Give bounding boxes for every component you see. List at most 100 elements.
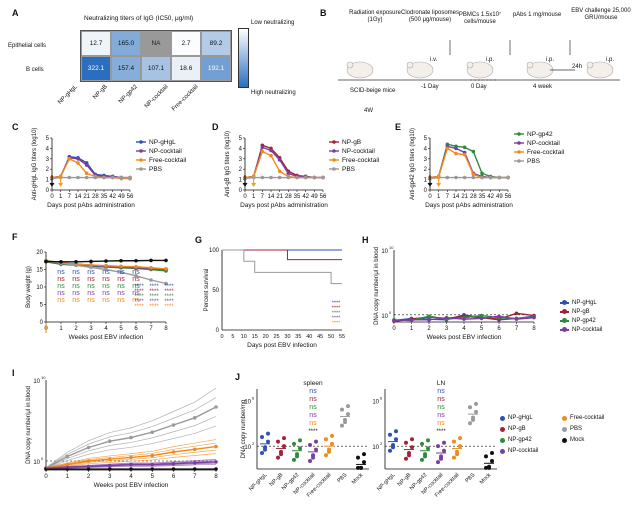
- data-point: [149, 258, 153, 263]
- individual-trace: [45, 449, 217, 469]
- scatter-point: [468, 421, 472, 426]
- scatter-point: [327, 449, 331, 454]
- scatter-point: [439, 456, 443, 461]
- scatter-point: [410, 437, 414, 442]
- panel-label-i: I: [12, 368, 15, 378]
- data-point: [44, 259, 48, 264]
- individual-trace: [45, 463, 217, 470]
- significance-label: ns: [57, 290, 65, 297]
- x-tick-label: Mock: [479, 472, 493, 486]
- significance-label: ns: [132, 269, 140, 276]
- legend-label: NP-cocktail: [508, 448, 539, 454]
- data-point: [479, 313, 484, 318]
- data-point: [119, 258, 123, 263]
- x-tick-label: 7: [149, 326, 153, 332]
- legend-label: NP-gB: [572, 309, 590, 315]
- data-point: [321, 175, 325, 180]
- heatmap-row-label-bcells: B cells: [26, 67, 44, 73]
- step-pbmc: PBMCs 1.5x10⁷ cells/mouse: [458, 12, 502, 26]
- x-axis-label: Days post pAbs administration: [240, 202, 328, 209]
- significance-label: ns: [102, 297, 110, 304]
- significance-label: ****: [134, 299, 144, 305]
- significance-label: ****: [149, 289, 159, 295]
- panel-label-g: G: [195, 235, 203, 245]
- x-tick-label: 28: [92, 194, 99, 200]
- x-tick-label: 50: [328, 334, 334, 340]
- significance-label: ****: [134, 284, 144, 290]
- scatter-point: [388, 432, 392, 437]
- y-tick-label: 10: [381, 314, 388, 320]
- significance-label: ns: [57, 283, 65, 290]
- legend-label: NP-cocktail: [342, 148, 375, 155]
- legend-swatch: [560, 309, 569, 314]
- data-point: [134, 274, 138, 278]
- scatter-point: [452, 455, 456, 460]
- x-tick-label: 7: [193, 474, 197, 480]
- y-tick-label: 0: [239, 188, 243, 194]
- data-point: [445, 175, 450, 180]
- legend-item: NP-gB: [560, 309, 590, 315]
- data-point: [444, 315, 449, 320]
- x-tick-label: 20: [263, 334, 269, 340]
- significance-label: ns: [132, 276, 140, 283]
- scatter-point: [356, 455, 360, 460]
- y-tick-label: 50: [212, 288, 219, 294]
- data-point: [129, 435, 133, 440]
- x-tick-label: 35: [101, 194, 108, 200]
- scatter-point: [340, 423, 344, 428]
- scatter-point: [391, 445, 395, 450]
- legend-label: NP-gp42: [508, 437, 532, 443]
- y-tick-label: 4: [46, 146, 50, 152]
- significance-label: ****: [308, 429, 318, 435]
- x-tick-label: 21: [461, 194, 468, 200]
- x-tick-label: Mock: [351, 472, 365, 486]
- data-point: [119, 264, 123, 269]
- y-tick-label: 5: [239, 136, 243, 142]
- scatter-point: [282, 436, 286, 441]
- legend-dot: [139, 149, 143, 153]
- y-tick-label: 5: [40, 303, 44, 309]
- legend-item: Mock: [562, 437, 584, 443]
- heatmap-col-label: NP-gB: [92, 84, 110, 101]
- legend-label: NP-gB: [342, 139, 361, 146]
- y-tick-label: 15: [36, 268, 43, 274]
- legend-label: Free-cocktail: [149, 157, 187, 164]
- significance-label: ****: [134, 294, 144, 300]
- data-point: [171, 450, 176, 454]
- scatter-point: [458, 436, 462, 441]
- data-point: [76, 175, 80, 180]
- data-point: [260, 145, 265, 150]
- scatter-point: [490, 451, 494, 455]
- data-point: [104, 259, 108, 263]
- data-point: [312, 175, 317, 180]
- heatmap-cell: 107.1: [141, 56, 171, 81]
- x-axis-label: Weeks post EBV infection: [69, 334, 144, 341]
- scatter-point: [330, 433, 334, 438]
- data-point: [149, 278, 153, 282]
- significance-label: ns: [72, 276, 80, 283]
- data-point: [89, 259, 93, 264]
- significance-label: ****: [332, 310, 341, 316]
- data-point: [104, 263, 108, 268]
- data-point: [479, 316, 484, 321]
- route-ip: i.p.: [606, 57, 615, 63]
- scatter-point: [292, 457, 296, 462]
- data-point: [427, 318, 431, 322]
- x-tick-label: 7: [68, 194, 72, 200]
- y-tick-label: 5: [424, 136, 428, 142]
- data-point: [497, 314, 501, 319]
- scatter-point: [442, 448, 446, 453]
- scatter-point: [436, 460, 440, 465]
- data-point: [462, 317, 466, 321]
- x-tick-label: 56: [127, 194, 134, 200]
- x-tick-label: 55: [339, 334, 345, 340]
- y-tick-label: 2: [424, 167, 428, 173]
- y-tick-label: 2: [46, 167, 50, 173]
- x-tick-label: 6: [172, 474, 176, 480]
- x-tick-label: 1: [252, 194, 256, 200]
- data-point: [134, 264, 138, 269]
- data-point: [84, 175, 89, 180]
- individual-trace: [45, 425, 217, 470]
